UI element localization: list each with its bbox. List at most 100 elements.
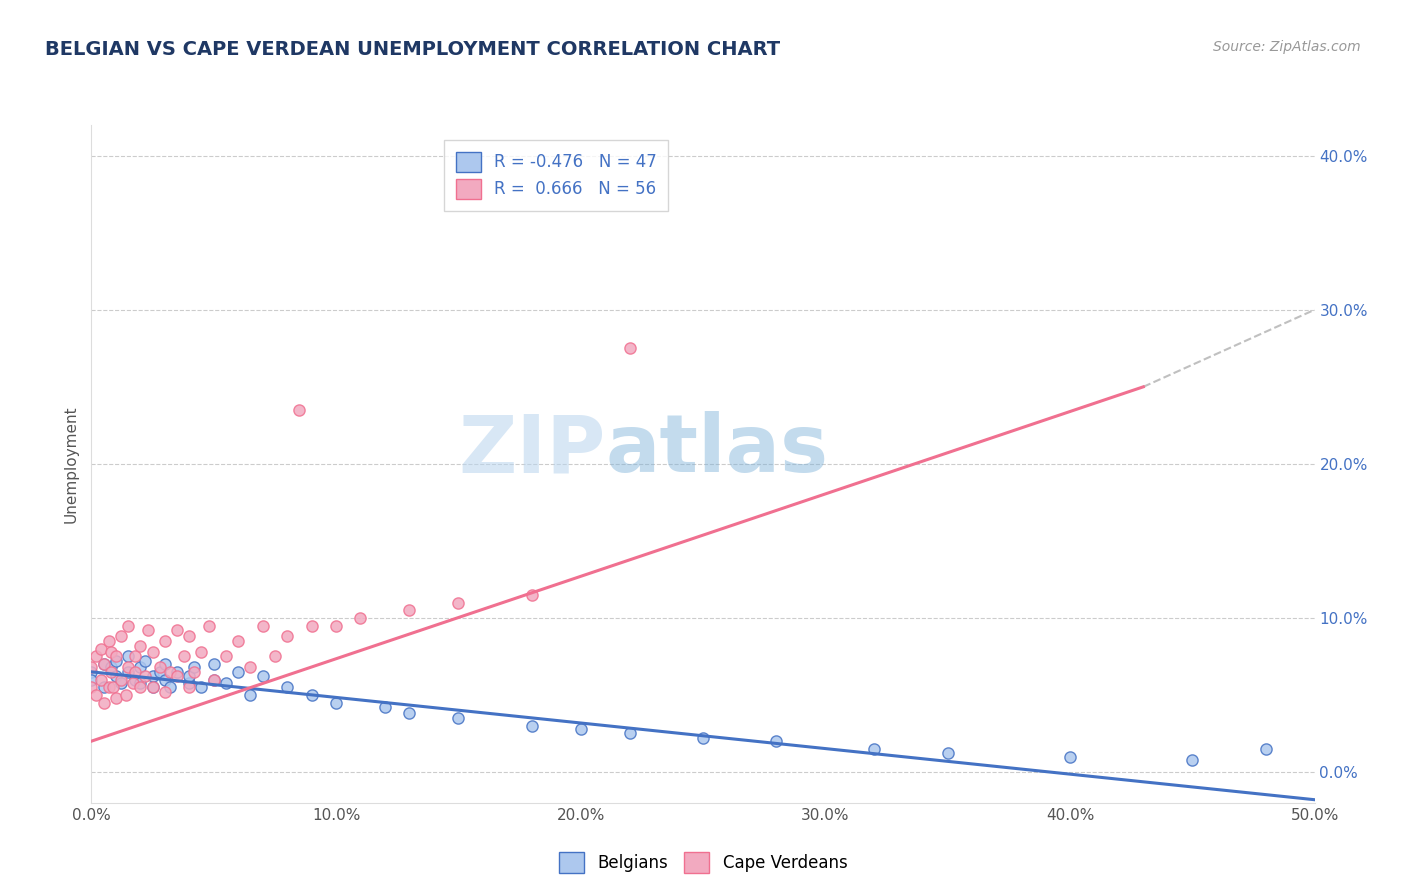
Point <box>122 675 145 690</box>
Point <box>117 660 139 674</box>
Point <box>398 706 420 721</box>
Point <box>202 657 225 672</box>
Point <box>619 726 641 740</box>
Text: ZIP: ZIP <box>458 411 605 490</box>
Point <box>166 665 188 679</box>
Point <box>936 747 959 761</box>
Point <box>153 634 176 648</box>
Point <box>619 341 641 355</box>
Point <box>202 673 225 687</box>
Text: Source: ZipAtlas.com: Source: ZipAtlas.com <box>1213 40 1361 54</box>
Point <box>215 649 238 664</box>
Point <box>398 603 420 617</box>
Point <box>276 629 298 643</box>
Point <box>239 688 262 702</box>
Text: atlas: atlas <box>605 411 828 490</box>
Point <box>1254 742 1277 756</box>
Point <box>100 645 122 659</box>
Point <box>153 685 176 699</box>
Point <box>100 665 122 679</box>
Point <box>198 618 221 632</box>
Point <box>166 624 188 638</box>
Point <box>276 680 298 694</box>
Point <box>765 734 787 748</box>
Point <box>90 673 112 687</box>
Point <box>190 645 212 659</box>
Point <box>80 673 103 687</box>
Legend: R = -0.476   N = 47, R =  0.666   N = 56: R = -0.476 N = 47, R = 0.666 N = 56 <box>444 140 668 211</box>
Point <box>173 649 195 664</box>
Point <box>447 711 470 725</box>
Point <box>202 673 225 687</box>
Point <box>301 688 323 702</box>
Point <box>153 657 176 672</box>
Point <box>447 595 470 609</box>
Point <box>129 680 152 694</box>
Point <box>301 618 323 632</box>
Point <box>110 629 132 643</box>
Point <box>166 669 188 683</box>
Point <box>103 680 125 694</box>
Point <box>104 654 127 668</box>
Point <box>374 700 396 714</box>
Point <box>93 657 115 672</box>
Point <box>1181 753 1204 767</box>
Point <box>264 649 287 664</box>
Legend: Belgians, Cape Verdeans: Belgians, Cape Verdeans <box>553 846 853 880</box>
Point <box>104 649 127 664</box>
Point <box>117 618 139 632</box>
Point <box>183 660 205 674</box>
Point <box>179 629 201 643</box>
Point <box>114 688 136 702</box>
Point <box>104 691 127 706</box>
Point <box>97 680 120 694</box>
Point <box>179 675 201 690</box>
Point <box>239 660 262 674</box>
Point <box>325 696 347 710</box>
Point <box>149 665 172 679</box>
Point <box>159 665 181 679</box>
Point <box>252 669 274 683</box>
Point <box>129 639 152 653</box>
Point <box>141 645 163 659</box>
Point <box>183 665 205 679</box>
Point <box>190 680 212 694</box>
Point <box>129 660 152 674</box>
Point <box>226 665 249 679</box>
Point <box>325 618 347 632</box>
Point <box>692 731 714 745</box>
Point <box>141 680 163 694</box>
Point <box>179 680 201 694</box>
Point <box>215 675 238 690</box>
Point <box>569 722 592 736</box>
Point <box>153 673 176 687</box>
Point <box>863 742 886 756</box>
Point <box>252 618 274 632</box>
Point <box>179 669 201 683</box>
Point <box>124 673 146 687</box>
Point <box>93 696 115 710</box>
Point <box>349 611 371 625</box>
Point <box>110 675 132 690</box>
Point <box>134 669 156 683</box>
Point <box>80 680 103 694</box>
Point <box>93 680 115 694</box>
Point <box>117 649 139 664</box>
Point <box>104 669 127 683</box>
Point <box>134 654 156 668</box>
Point <box>84 688 107 702</box>
Point <box>129 675 152 690</box>
Point <box>97 634 120 648</box>
Point <box>520 588 543 602</box>
Point <box>226 634 249 648</box>
Point <box>520 719 543 733</box>
Point <box>1059 749 1081 764</box>
Point <box>100 660 122 674</box>
Point <box>80 665 103 679</box>
Point <box>141 669 163 683</box>
Point <box>136 624 159 638</box>
Point <box>93 657 115 672</box>
Point <box>90 641 112 656</box>
Point <box>124 665 146 679</box>
Point <box>141 680 163 694</box>
